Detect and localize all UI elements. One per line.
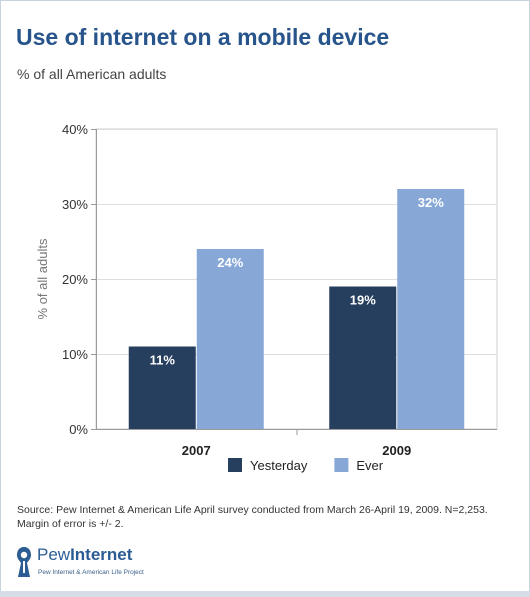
pew-figure-icon	[17, 547, 31, 577]
pew-internet-logo: PewInternet Pew Internet & American Life…	[14, 545, 214, 585]
legend-swatch-ever	[334, 458, 349, 472]
page-subtitle: % of all American adults	[17, 66, 167, 82]
y-axis-label: % of all adults	[35, 238, 50, 319]
legend-swatch-yesterday	[228, 458, 242, 472]
logo-name: PewInternet	[37, 545, 132, 565]
legend-label-ever: Ever	[356, 458, 383, 473]
x-tick-label: 2007	[182, 443, 211, 458]
legend-label-yesterday: Yesterday	[250, 458, 308, 473]
logo-name-bold: Internet	[70, 545, 133, 564]
logo-subtext: Pew Internet & American Life Project	[38, 569, 144, 576]
logo-name-plain: Pew	[37, 545, 71, 564]
source-note: Source: Pew Internet & American Life Apr…	[17, 503, 512, 531]
source-line-2: Margin of error is +/- 2.	[17, 518, 124, 530]
bar-value-label: 24%	[217, 255, 243, 270]
y-tick-label: 20%	[62, 272, 88, 287]
y-tick-label: 30%	[62, 197, 88, 212]
bar-yesterday-2009	[329, 286, 397, 429]
page-title: Use of internet on a mobile device	[16, 24, 390, 50]
x-tick-label: 2009	[382, 443, 411, 458]
bar-value-label: 19%	[350, 293, 376, 308]
bottom-band	[0, 591, 530, 597]
y-tick-label: 10%	[62, 347, 88, 362]
y-tick-label: 40%	[62, 122, 88, 137]
bar-value-label: 32%	[418, 195, 444, 210]
bar-chart: 0% 10% 20% 30% 40% % of all adults 11% 24% 2007 1…	[35, 122, 498, 473]
bar-ever-2007	[196, 249, 264, 429]
bar-value-label: 11%	[150, 353, 176, 368]
bar-yesterday-2007	[128, 346, 196, 429]
source-line-1: Source: Pew Internet & American Life Apr…	[17, 504, 488, 516]
y-tick-label: 0%	[69, 422, 88, 437]
bar-ever-2009	[397, 189, 465, 429]
